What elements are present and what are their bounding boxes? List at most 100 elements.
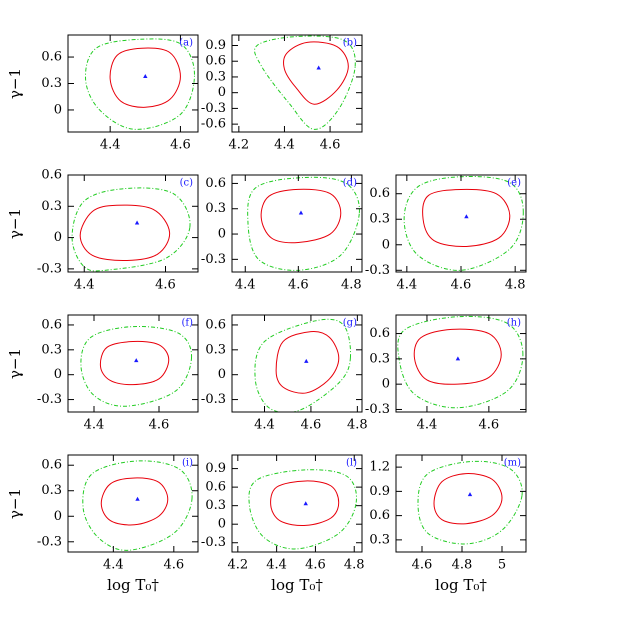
plot-area	[71, 187, 191, 272]
plot-area	[254, 318, 352, 412]
x-tick-label: 4.8	[452, 558, 473, 573]
plot-area	[248, 469, 357, 550]
best-fit-marker	[134, 358, 139, 363]
x-tick-label: 4.8	[347, 418, 368, 433]
x-tick-label: 4.4	[396, 278, 417, 293]
x-tick-label: 4.6	[451, 278, 472, 293]
plot-area	[247, 176, 360, 271]
frame	[395, 454, 527, 553]
panel: 4.6 4.8 5 0.3 0.6 0.9 1.2 (m) log T₀†	[369, 454, 527, 594]
x-tick-label: 4.4	[266, 558, 287, 573]
contour	[82, 460, 193, 551]
y-tick-label: 0	[382, 237, 390, 252]
y-tick-label: 0.3	[205, 498, 226, 513]
plot-area	[254, 35, 356, 130]
plot-area	[82, 460, 193, 551]
panel: 4.4 4.6 -0.3 0 0.3 0.6 (f) γ−1	[6, 314, 199, 433]
x-tick-label: 4.4	[254, 418, 275, 433]
x-tick-label: 5	[498, 558, 506, 573]
contour	[248, 469, 357, 550]
y-tick-label: 0	[54, 102, 62, 117]
y-tick-label: 0.3	[369, 532, 390, 547]
contour	[79, 204, 171, 262]
x-tick-label: 4.6	[412, 558, 433, 573]
y-tick-label: 0.9	[205, 461, 226, 476]
x-tick-label: 4.8	[344, 558, 365, 573]
best-fit-marker	[143, 73, 148, 78]
y-tick-label: 0.3	[41, 76, 62, 91]
y-tick-label: -0.3	[365, 263, 390, 278]
x-tick-label: 4.8	[341, 278, 362, 293]
x-axis-label: log T₀†	[271, 576, 323, 594]
y-tick-label: 0	[218, 227, 226, 242]
contour	[413, 328, 502, 385]
frame	[231, 454, 363, 553]
y-tick-label: 0.9	[205, 38, 226, 53]
x-tick-label: 4.8	[505, 278, 526, 293]
panel-tag: (c)	[180, 178, 194, 189]
frame	[67, 174, 199, 273]
y-tick-label: 0.3	[205, 69, 226, 84]
frame	[231, 34, 363, 133]
best-fit-marker	[464, 214, 469, 219]
plot-area	[417, 460, 523, 545]
frame	[231, 174, 363, 273]
panel: 4.4 4.6 4.8 -0.3 0 0.3 0.6 (g)	[201, 314, 368, 433]
plot-area	[80, 325, 193, 407]
contour	[254, 35, 356, 130]
contour	[100, 477, 169, 526]
y-tick-label: -0.3	[201, 535, 226, 550]
contour	[109, 47, 181, 108]
y-tick-label: 0	[54, 367, 62, 382]
plot-area	[397, 315, 524, 409]
panel: 4.4 4.6 0 0.3 0.6 (a) γ−1	[6, 34, 199, 153]
x-tick-label: 4.6	[149, 418, 170, 433]
best-fit-marker	[467, 492, 473, 497]
panel-tag: (f)	[181, 318, 193, 329]
panel: 4.4 4.6 4.8 -0.3 0 0.3 0.6 (d)	[201, 174, 363, 293]
y-tick-label: 0.3	[205, 342, 226, 357]
contour	[84, 38, 195, 130]
y-tick-label: -0.3	[201, 101, 226, 116]
x-tick-label: 4.6	[479, 418, 500, 433]
x-tick-label: 4.4	[84, 418, 105, 433]
y-tick-label: -0.3	[37, 534, 62, 549]
best-fit-marker	[304, 358, 309, 363]
contour	[283, 41, 349, 105]
best-fit-marker	[303, 501, 308, 506]
best-fit-marker	[455, 356, 461, 361]
y-tick-label: 0.3	[41, 199, 62, 214]
x-tick-label: 4.2	[227, 558, 248, 573]
contour	[260, 188, 342, 244]
contour	[99, 340, 170, 386]
x-tick-label: 4.4	[417, 418, 438, 433]
x-tick-label: 4.6	[320, 138, 341, 153]
x-tick-label: 4.6	[170, 138, 191, 153]
y-tick-label: 0.6	[205, 480, 226, 495]
y-tick-label: -0.3	[37, 261, 62, 276]
contour	[254, 318, 352, 412]
panel: 4.2 4.4 4.6 -0.6-0.300.30.60.9 (b)	[201, 34, 363, 153]
x-axis-label: log T₀†	[107, 576, 159, 594]
y-tick-label: 0.6	[205, 317, 226, 332]
y-tick-label: 0	[54, 509, 62, 524]
panel: 4.4 4.6 -0.3 0 0.3 0.6 (h)	[365, 314, 527, 433]
y-tick-label: 0	[382, 377, 390, 392]
y-tick-label: 0	[54, 230, 62, 245]
panel-tag: (b)	[343, 38, 357, 49]
y-tick-label: 0.6	[41, 317, 62, 332]
y-tick-label: 0.3	[369, 212, 390, 227]
x-tick-label: 4.6	[155, 278, 176, 293]
y-tick-label: 0.3	[41, 483, 62, 498]
best-fit-marker	[134, 220, 140, 225]
y-axis-label: γ−1	[6, 488, 24, 519]
x-tick-label: 4.6	[288, 278, 309, 293]
x-tick-label: 4.4	[235, 278, 256, 293]
panel-tag: (e)	[507, 178, 521, 189]
x-tick-label: 4.4	[103, 558, 124, 573]
x-tick-label: 4.4	[74, 278, 95, 293]
x-tick-label: 4.4	[100, 138, 121, 153]
plot-area	[403, 175, 524, 271]
panel-tag: (a)	[179, 38, 193, 49]
y-axis-label: γ−1	[6, 348, 24, 379]
